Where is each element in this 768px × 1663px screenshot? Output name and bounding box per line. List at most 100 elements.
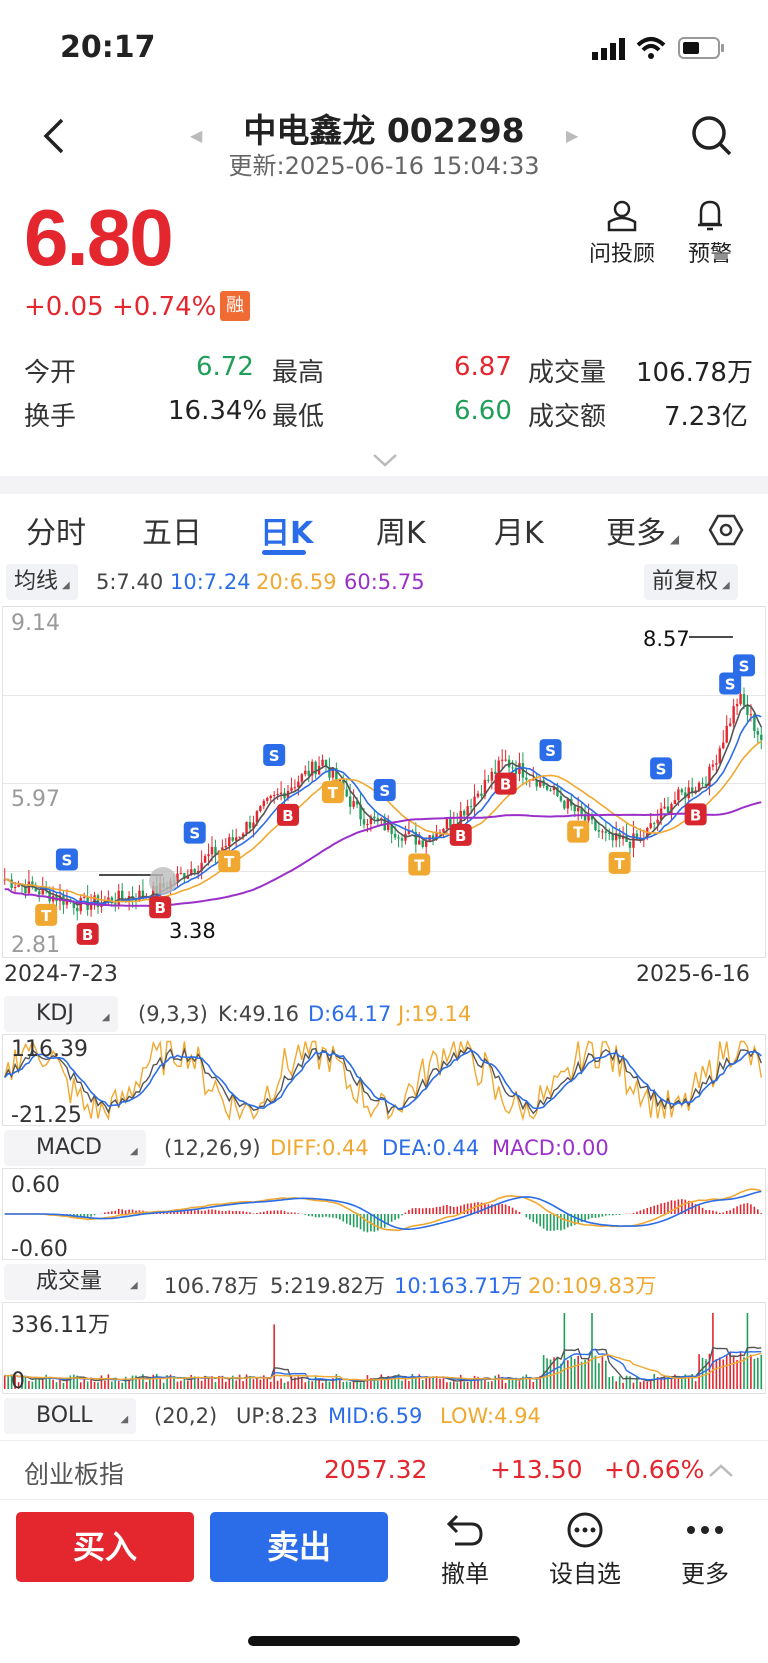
candle-body bbox=[345, 789, 348, 797]
candle-body bbox=[632, 833, 635, 848]
candle-body bbox=[224, 845, 228, 848]
candle-body bbox=[608, 832, 611, 834]
volume-selector[interactable]: 成交量 ◢ bbox=[4, 1264, 146, 1300]
expand-chevron-icon[interactable] bbox=[372, 452, 398, 468]
svg-text:S: S bbox=[379, 782, 390, 800]
candle-body bbox=[58, 895, 62, 902]
candle-body bbox=[214, 847, 217, 855]
candle-body bbox=[483, 779, 487, 796]
boll-selector[interactable]: BOLL ◢ bbox=[4, 1398, 137, 1434]
chevron-up-icon[interactable] bbox=[708, 1463, 734, 1479]
trade-marker-b: B bbox=[149, 896, 172, 919]
svg-text:S: S bbox=[189, 825, 200, 843]
macd-panel[interactable]: 0.60 -0.60 bbox=[2, 1168, 766, 1262]
candle-body bbox=[362, 819, 366, 825]
prev-stock-icon[interactable]: ◀ bbox=[190, 126, 203, 145]
vol-ma20-line bbox=[4, 1352, 762, 1381]
index-ticker-bar[interactable]: 创业板指 2057.32 +13.50 +0.66% bbox=[0, 1440, 768, 1500]
svg-text:B: B bbox=[82, 926, 93, 944]
kdj-j-line bbox=[4, 1039, 762, 1122]
candle-body bbox=[580, 807, 583, 815]
boll-up: UP:8.23 bbox=[236, 1404, 318, 1428]
kdj-panel[interactable]: 116.39 -21.25 bbox=[2, 1034, 766, 1128]
index-name: 创业板指 bbox=[24, 1460, 125, 1489]
trade-marker-s: S bbox=[263, 743, 286, 766]
trade-marker-s: S bbox=[719, 672, 742, 695]
update-time: 更新:2025-06-16 15:04:33 bbox=[228, 152, 540, 180]
svg-text:T: T bbox=[573, 824, 584, 842]
svg-text:B: B bbox=[154, 899, 165, 917]
candle-body bbox=[255, 811, 259, 823]
tab-monthly-k[interactable]: 月K bbox=[494, 516, 544, 551]
candle-body bbox=[573, 805, 576, 812]
trade-marker-b: B bbox=[277, 803, 299, 826]
candle-body bbox=[476, 793, 480, 797]
tab-more[interactable]: 更多 ◢ bbox=[606, 516, 680, 551]
adjust-selector[interactable]: 前复权 ◢ bbox=[644, 564, 738, 600]
home-indicator bbox=[248, 1636, 520, 1646]
candle-body bbox=[373, 816, 376, 819]
candle-body bbox=[728, 723, 732, 726]
candle-body bbox=[266, 798, 269, 801]
back-arrow-icon[interactable] bbox=[36, 116, 76, 156]
high-label: 最高 bbox=[272, 358, 325, 388]
candle-body bbox=[559, 796, 563, 801]
macd-selector[interactable]: MACD ◢ bbox=[4, 1130, 146, 1166]
tab-more-label: 更多 bbox=[606, 516, 666, 551]
trade-marker-s: S bbox=[650, 757, 673, 780]
candle-body bbox=[210, 847, 214, 855]
candle-body bbox=[538, 780, 542, 787]
candle-body bbox=[652, 823, 656, 825]
tab-weekly-k[interactable]: 周K bbox=[376, 516, 426, 551]
candle-body bbox=[469, 806, 473, 808]
ma5-line bbox=[4, 704, 763, 906]
macd-dea: DEA:0.44 bbox=[382, 1136, 480, 1160]
add-watchlist-button[interactable]: 设自选 bbox=[540, 1512, 630, 1589]
tab-five-day[interactable]: 五日 bbox=[142, 516, 202, 551]
candle-body bbox=[231, 837, 234, 841]
candle-body bbox=[10, 879, 13, 888]
search-icon[interactable] bbox=[690, 114, 734, 158]
kdj-d: D:64.17 bbox=[308, 1002, 392, 1026]
candle-body bbox=[576, 807, 580, 812]
candle-body bbox=[304, 770, 307, 775]
cancel-order-button[interactable]: 撤单 bbox=[420, 1512, 510, 1589]
index-value: 2057.32 bbox=[324, 1455, 428, 1484]
more-button[interactable]: 更多 bbox=[660, 1512, 750, 1589]
candle-body bbox=[27, 881, 31, 894]
svg-text:B: B bbox=[455, 827, 466, 845]
svg-text:T: T bbox=[224, 853, 235, 871]
cursor-dot bbox=[149, 867, 177, 895]
alert-button[interactable]: 预警 bbox=[670, 198, 750, 268]
candle-body bbox=[684, 792, 687, 799]
candle-body bbox=[93, 895, 96, 905]
candle-body bbox=[487, 779, 490, 781]
y-axis-bottom: 2.81 bbox=[11, 933, 60, 958]
sell-button[interactable]: 卖出 bbox=[210, 1512, 388, 1582]
ma-selector[interactable]: 均线 ◢ bbox=[6, 564, 78, 600]
candle-body bbox=[176, 873, 179, 882]
y-axis-top: 9.14 bbox=[11, 611, 60, 636]
volume-panel[interactable]: 336.11万 0 bbox=[2, 1302, 766, 1394]
candle-body bbox=[228, 837, 231, 846]
tab-intraday[interactable]: 分时 bbox=[26, 516, 86, 551]
svg-text:S: S bbox=[739, 657, 750, 675]
candle-body bbox=[96, 895, 100, 907]
candle-body bbox=[335, 768, 338, 782]
kdj-selector[interactable]: KDJ ◢ bbox=[4, 996, 118, 1032]
kdj-y-top: 116.39 bbox=[11, 1037, 88, 1062]
candle-body bbox=[715, 763, 718, 765]
candle-body bbox=[331, 768, 335, 778]
settings-hex-icon[interactable] bbox=[708, 512, 744, 548]
candle-body bbox=[193, 869, 196, 873]
buy-button[interactable]: 买入 bbox=[16, 1512, 194, 1582]
candle-body bbox=[141, 890, 145, 897]
trade-marker-s: S bbox=[55, 848, 78, 871]
candle-body bbox=[566, 798, 570, 809]
max-annotation: 8.57 bbox=[643, 627, 690, 651]
candle-body bbox=[376, 818, 380, 821]
next-stock-icon[interactable]: ▶ bbox=[566, 126, 579, 145]
advisor-button[interactable]: 问投顾 bbox=[582, 198, 662, 268]
tab-daily-k[interactable]: 日K bbox=[260, 516, 314, 551]
